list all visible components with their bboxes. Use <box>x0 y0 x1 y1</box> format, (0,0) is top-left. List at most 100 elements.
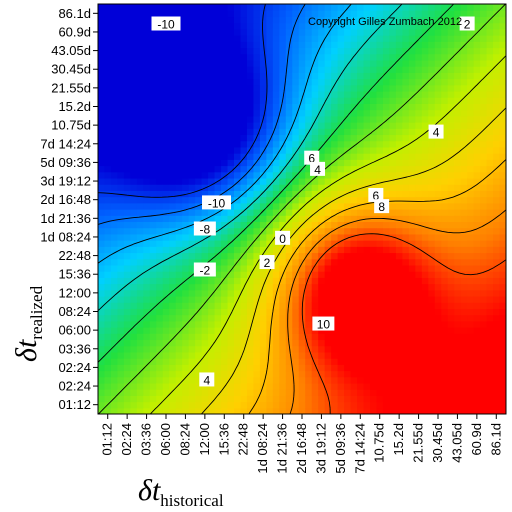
heatmap-cell <box>110 66 119 73</box>
heatmap-cell <box>298 122 306 129</box>
heatmap-cell <box>337 370 345 378</box>
heatmap-cell <box>363 59 371 67</box>
heatmap-cell <box>227 78 235 86</box>
heatmap-cell <box>98 84 106 92</box>
heatmap-cell <box>402 35 410 42</box>
heatmap-cell <box>292 202 300 210</box>
heatmap-cell <box>382 10 391 18</box>
heatmap-cell <box>227 227 235 235</box>
heatmap-cell <box>272 109 280 117</box>
heatmap-cell <box>376 271 384 278</box>
heatmap-cell <box>110 358 119 365</box>
heatmap-cell <box>188 22 196 30</box>
heatmap-cell <box>428 376 436 384</box>
heatmap-cell <box>201 159 209 167</box>
heatmap-cell <box>382 382 391 390</box>
heatmap-cell <box>162 59 170 67</box>
heatmap-cell <box>149 339 157 347</box>
heatmap-cell <box>246 134 255 142</box>
heatmap-cell <box>363 47 371 55</box>
heatmap-cell <box>98 258 106 266</box>
heatmap-cell <box>110 97 119 104</box>
heatmap-cell <box>318 153 326 160</box>
heatmap-cell <box>350 78 358 86</box>
heatmap-cell <box>298 339 306 347</box>
heatmap-cell <box>130 320 138 328</box>
heatmap-cell <box>221 320 229 328</box>
contour-label: 4 <box>199 372 215 387</box>
heatmap-cell <box>363 177 371 185</box>
heatmap-cell <box>408 115 416 123</box>
heatmap-cell <box>266 78 274 86</box>
heatmap-cell <box>104 159 112 167</box>
heatmap-cell <box>298 103 306 111</box>
heatmap-cell <box>447 171 455 179</box>
heatmap-cell <box>344 215 352 223</box>
heatmap-cell <box>130 227 138 235</box>
heatmap-cell <box>175 159 183 167</box>
heatmap-cell <box>415 233 423 241</box>
heatmap-cell <box>493 4 501 11</box>
heatmap-cell <box>175 246 183 254</box>
heatmap-cell <box>104 339 112 347</box>
heatmap-cell <box>389 314 397 322</box>
heatmap-cell <box>311 196 319 204</box>
heatmap-cell <box>370 258 378 266</box>
heatmap-cell <box>311 389 319 396</box>
heatmap-cell <box>318 134 326 142</box>
heatmap-cell <box>389 28 397 36</box>
heatmap-cell <box>493 35 501 42</box>
heatmap-cell <box>227 140 235 148</box>
heatmap-cell <box>285 370 293 378</box>
heatmap-cell <box>266 209 274 216</box>
heatmap-cell <box>162 35 170 42</box>
heatmap-cell <box>188 215 196 223</box>
heatmap-cell <box>493 358 501 365</box>
heatmap-cell <box>292 327 300 334</box>
heatmap-cell <box>195 78 203 86</box>
heatmap-cell <box>279 345 287 353</box>
heatmap-cell <box>318 4 326 11</box>
heatmap-cell <box>259 246 267 254</box>
heatmap-cell <box>182 389 190 396</box>
heatmap-cell <box>337 22 345 30</box>
heatmap-cell <box>408 165 416 173</box>
heatmap-cell <box>389 382 397 390</box>
heatmap-cell <box>376 59 384 67</box>
heatmap-cell <box>104 122 112 129</box>
heatmap-cell <box>221 115 229 123</box>
heatmap-cell <box>324 35 332 42</box>
heatmap-cell <box>259 84 267 92</box>
heatmap-cell <box>499 177 506 185</box>
heatmap-cell <box>149 134 157 142</box>
heatmap-cell <box>370 171 378 179</box>
heatmap-cell <box>298 289 306 297</box>
heatmap-cell <box>104 128 112 136</box>
heatmap-cell <box>104 184 112 191</box>
heatmap-cell <box>221 376 229 384</box>
heatmap-cell <box>486 128 494 136</box>
heatmap-cell <box>175 171 183 179</box>
heatmap-cell <box>460 333 468 341</box>
heatmap-cell <box>428 308 436 316</box>
heatmap-cell <box>434 215 442 223</box>
heatmap-cell <box>363 78 371 86</box>
heatmap-cell <box>350 246 358 254</box>
heatmap-cell <box>130 283 138 291</box>
heatmap-cell <box>149 72 157 80</box>
heatmap-cell <box>234 246 242 254</box>
heatmap-cell <box>221 4 229 11</box>
heatmap-cell <box>227 146 235 154</box>
heatmap-cell <box>201 333 209 341</box>
heatmap-cell <box>337 333 345 341</box>
heatmap-cell <box>402 115 410 123</box>
heatmap-cell <box>130 215 138 223</box>
contour-label-text: 4 <box>314 163 321 177</box>
heatmap-cell <box>246 302 255 309</box>
heatmap-cell <box>195 215 203 223</box>
heatmap-cell <box>408 84 416 92</box>
heatmap-cell <box>454 240 462 247</box>
heatmap-cell <box>123 177 131 185</box>
heatmap-cell <box>246 221 255 229</box>
heatmap-cell <box>246 395 255 403</box>
